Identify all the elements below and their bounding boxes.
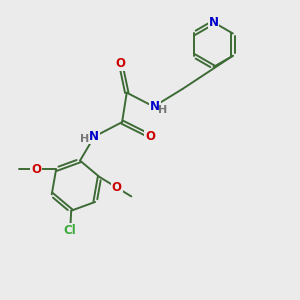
Text: O: O (145, 130, 155, 142)
Text: H: H (80, 134, 89, 144)
Text: O: O (112, 181, 122, 194)
Text: Cl: Cl (64, 224, 76, 237)
Text: N: N (208, 16, 218, 29)
Text: O: O (116, 57, 126, 70)
Text: O: O (31, 163, 41, 176)
Text: N: N (89, 130, 99, 143)
Text: N: N (150, 100, 160, 113)
Text: H: H (158, 105, 168, 115)
